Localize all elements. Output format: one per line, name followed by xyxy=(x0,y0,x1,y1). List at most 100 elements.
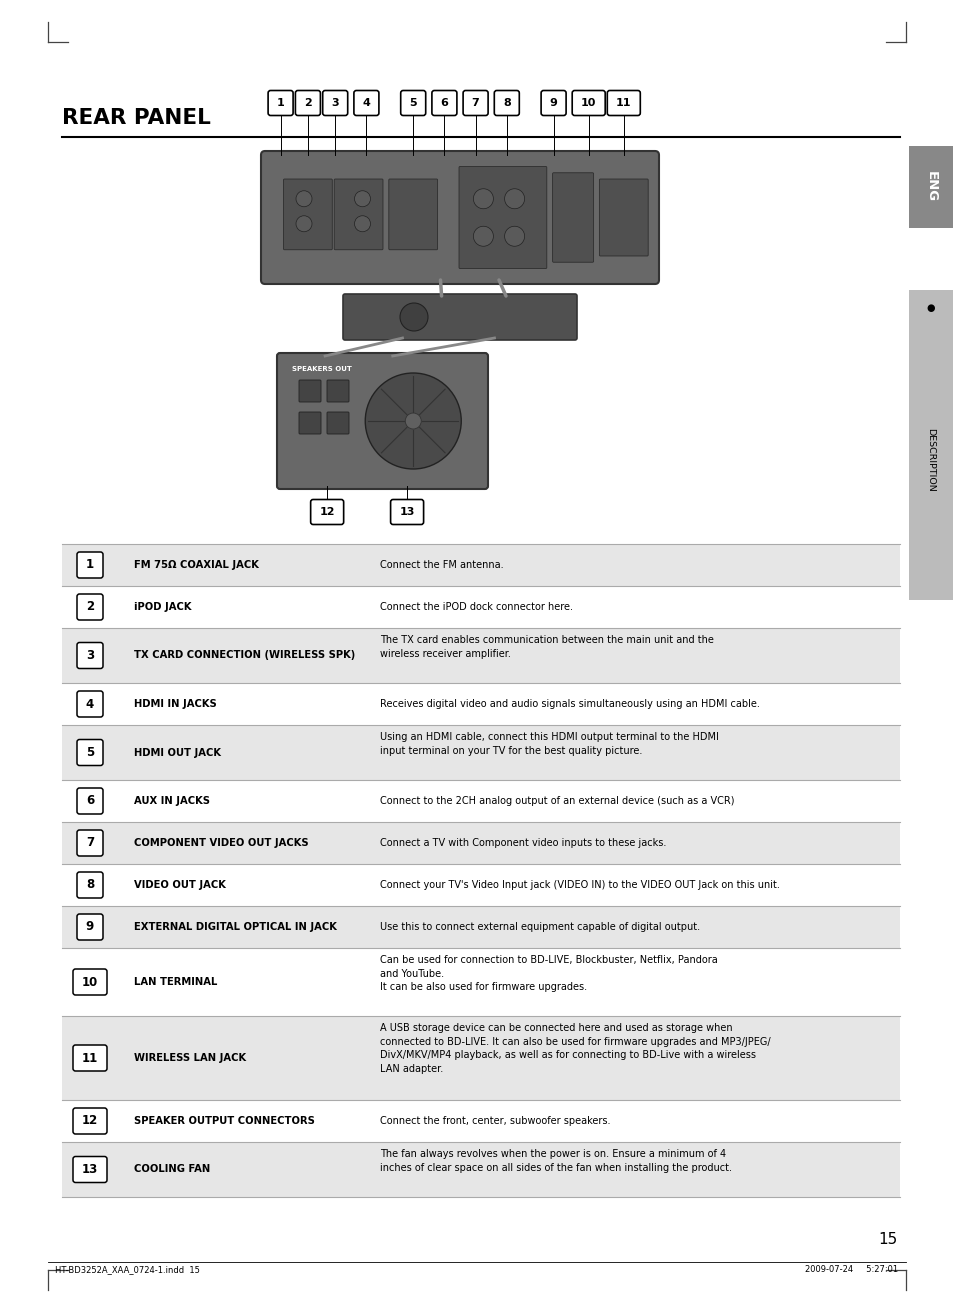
Circle shape xyxy=(355,190,370,207)
Text: ●: ● xyxy=(925,303,934,314)
Text: 12: 12 xyxy=(319,506,335,517)
Text: 4: 4 xyxy=(86,698,94,711)
Text: 8: 8 xyxy=(502,98,510,108)
Text: Connect the front, center, subwoofer speakers.: Connect the front, center, subwoofer spe… xyxy=(379,1117,610,1126)
FancyBboxPatch shape xyxy=(334,178,382,249)
FancyBboxPatch shape xyxy=(62,1141,899,1197)
FancyBboxPatch shape xyxy=(73,970,107,994)
FancyBboxPatch shape xyxy=(73,1156,107,1182)
FancyBboxPatch shape xyxy=(607,91,639,115)
Text: Use this to connect external equipment capable of digital output.: Use this to connect external equipment c… xyxy=(379,922,700,932)
Circle shape xyxy=(405,413,421,429)
FancyBboxPatch shape xyxy=(572,91,604,115)
Text: HT-BD3252A_XAA_0724-1.indd  15: HT-BD3252A_XAA_0724-1.indd 15 xyxy=(55,1266,200,1274)
FancyBboxPatch shape xyxy=(327,412,349,434)
Text: A USB storage device can be connected here and used as storage when
connected to: A USB storage device can be connected he… xyxy=(379,1023,770,1073)
FancyBboxPatch shape xyxy=(77,643,103,669)
Text: 7: 7 xyxy=(86,837,94,849)
Text: HDMI OUT JACK: HDMI OUT JACK xyxy=(133,748,221,757)
Text: iPOD JACK: iPOD JACK xyxy=(133,602,192,611)
Text: 6: 6 xyxy=(440,98,448,108)
Circle shape xyxy=(295,215,312,232)
Circle shape xyxy=(365,373,460,468)
Text: 11: 11 xyxy=(616,98,631,108)
Circle shape xyxy=(355,215,370,232)
FancyBboxPatch shape xyxy=(62,684,899,726)
Text: EXTERNAL DIGITAL OPTICAL IN JACK: EXTERNAL DIGITAL OPTICAL IN JACK xyxy=(133,922,336,932)
Text: COMPONENT VIDEO OUT JACKS: COMPONENT VIDEO OUT JACKS xyxy=(133,838,309,848)
Text: Can be used for connection to BD-LIVE, Blockbuster, Netflix, Pandora
and YouTube: Can be used for connection to BD-LIVE, B… xyxy=(379,955,717,992)
FancyBboxPatch shape xyxy=(62,628,899,684)
Text: 13: 13 xyxy=(82,1162,98,1176)
Circle shape xyxy=(399,303,428,331)
Text: 9: 9 xyxy=(549,98,557,108)
FancyBboxPatch shape xyxy=(354,91,378,115)
Text: AUX IN JACKS: AUX IN JACKS xyxy=(133,796,210,806)
Text: Using an HDMI cable, connect this HDMI output terminal to the HDMI
input termina: Using an HDMI cable, connect this HDMI o… xyxy=(379,732,719,756)
Text: LAN TERMINAL: LAN TERMINAL xyxy=(133,977,217,987)
FancyBboxPatch shape xyxy=(494,91,518,115)
Text: Connect to the 2CH analog output of an external device (such as a VCR): Connect to the 2CH analog output of an e… xyxy=(379,796,734,806)
Text: The fan always revolves when the power is on. Ensure a minimum of 4
inches of cl: The fan always revolves when the power i… xyxy=(379,1149,731,1173)
FancyBboxPatch shape xyxy=(432,91,456,115)
Text: COOLING FAN: COOLING FAN xyxy=(133,1165,210,1174)
Text: 11: 11 xyxy=(82,1051,98,1064)
FancyBboxPatch shape xyxy=(298,380,320,401)
FancyBboxPatch shape xyxy=(62,586,899,628)
FancyBboxPatch shape xyxy=(389,178,437,249)
FancyBboxPatch shape xyxy=(298,412,320,434)
Text: VIDEO OUT JACK: VIDEO OUT JACK xyxy=(133,880,226,890)
FancyBboxPatch shape xyxy=(458,167,546,269)
Text: WIRELESS LAN JACK: WIRELESS LAN JACK xyxy=(133,1054,246,1063)
Circle shape xyxy=(504,226,524,247)
FancyBboxPatch shape xyxy=(77,789,103,813)
Text: 3: 3 xyxy=(86,649,94,663)
FancyBboxPatch shape xyxy=(908,146,952,228)
Text: 13: 13 xyxy=(399,506,415,517)
Text: The TX card enables communication between the main unit and the
wireless receive: The TX card enables communication betwee… xyxy=(379,635,713,659)
FancyBboxPatch shape xyxy=(62,1099,899,1141)
Text: FM 75Ω COAXIAL JACK: FM 75Ω COAXIAL JACK xyxy=(133,560,258,569)
FancyBboxPatch shape xyxy=(390,500,423,525)
Text: Connect the iPOD dock connector here.: Connect the iPOD dock connector here. xyxy=(379,602,573,611)
Text: 1: 1 xyxy=(276,98,284,108)
FancyBboxPatch shape xyxy=(311,500,343,525)
Text: ENG: ENG xyxy=(923,172,937,202)
FancyBboxPatch shape xyxy=(62,823,899,865)
Circle shape xyxy=(295,190,312,207)
FancyBboxPatch shape xyxy=(62,949,899,1015)
Text: DESCRIPTION: DESCRIPTION xyxy=(925,428,935,492)
Text: 9: 9 xyxy=(86,921,94,934)
FancyBboxPatch shape xyxy=(552,173,593,262)
FancyBboxPatch shape xyxy=(295,91,320,115)
Text: HDMI IN JACKS: HDMI IN JACKS xyxy=(133,699,216,708)
FancyBboxPatch shape xyxy=(77,740,103,765)
Circle shape xyxy=(473,189,493,209)
FancyBboxPatch shape xyxy=(62,781,899,823)
Text: 3: 3 xyxy=(331,98,338,108)
Text: 1: 1 xyxy=(86,559,94,572)
Text: 2: 2 xyxy=(86,601,94,614)
Text: 15: 15 xyxy=(878,1232,897,1248)
FancyBboxPatch shape xyxy=(73,1044,107,1071)
FancyBboxPatch shape xyxy=(77,691,103,716)
FancyBboxPatch shape xyxy=(77,830,103,855)
Text: 2009-07-24     5:27:01: 2009-07-24 5:27:01 xyxy=(804,1266,897,1274)
FancyBboxPatch shape xyxy=(908,290,952,600)
Text: TX CARD CONNECTION (WIRELESS SPK): TX CARD CONNECTION (WIRELESS SPK) xyxy=(133,651,355,660)
Circle shape xyxy=(473,226,493,247)
FancyBboxPatch shape xyxy=(322,91,347,115)
FancyBboxPatch shape xyxy=(276,353,488,489)
FancyBboxPatch shape xyxy=(343,294,577,340)
FancyBboxPatch shape xyxy=(77,552,103,579)
Text: 12: 12 xyxy=(82,1114,98,1127)
Text: REAR PANEL: REAR PANEL xyxy=(62,108,211,129)
FancyBboxPatch shape xyxy=(598,178,647,256)
Text: 10: 10 xyxy=(580,98,596,108)
Text: 5: 5 xyxy=(86,747,94,760)
Text: 10: 10 xyxy=(82,976,98,988)
FancyBboxPatch shape xyxy=(261,151,659,283)
FancyBboxPatch shape xyxy=(283,178,332,249)
FancyBboxPatch shape xyxy=(73,1109,107,1134)
FancyBboxPatch shape xyxy=(327,380,349,401)
